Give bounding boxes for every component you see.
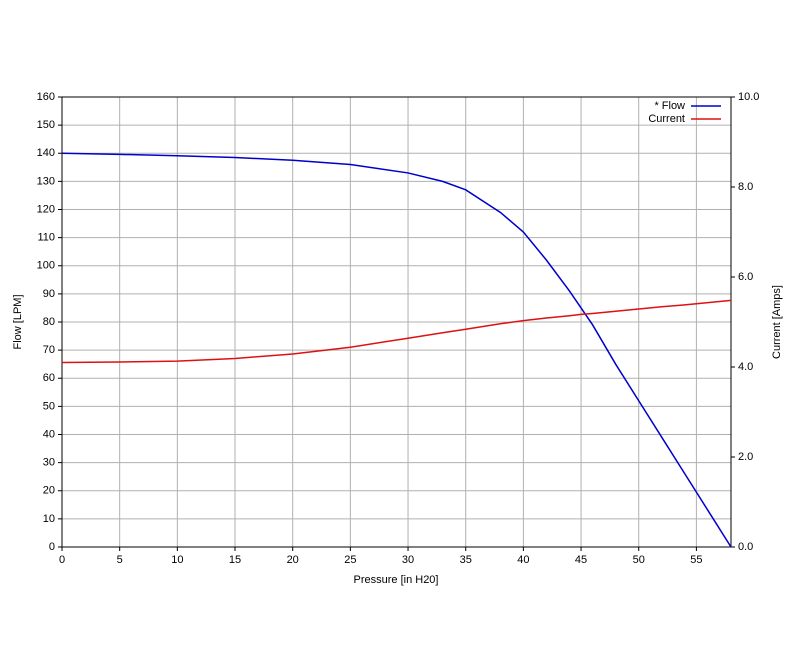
- y2-tick-label: 4.0: [738, 361, 753, 373]
- x-tick-label: 40: [517, 554, 529, 566]
- y-tick-label: 80: [43, 316, 55, 328]
- x-tick-label: 35: [460, 554, 472, 566]
- legend-label: * Flow: [654, 100, 685, 112]
- x-tick-label: 10: [171, 554, 183, 566]
- legend-label: Current: [648, 113, 685, 125]
- y2-axis-label: Current [Amps]: [771, 285, 783, 359]
- plot-border: [61, 96, 732, 548]
- y-tick-label: 60: [43, 372, 55, 384]
- y-tick-label: 150: [37, 119, 55, 131]
- x-tick-label: 50: [633, 554, 645, 566]
- x-tick-label: 30: [402, 554, 414, 566]
- y-axis-label: Flow [LPM]: [12, 294, 24, 349]
- y-tick-label: 50: [43, 400, 55, 412]
- y2-tick-label: 0.0: [738, 541, 753, 553]
- y-tick-label: 130: [37, 175, 55, 187]
- x-tick-label: 15: [229, 554, 241, 566]
- y-tick-label: 30: [43, 457, 55, 469]
- y-tick-label: 70: [43, 344, 55, 356]
- y-tick-label: 100: [37, 260, 55, 272]
- y-tick-label: 90: [43, 288, 55, 300]
- x-tick-label: 45: [575, 554, 587, 566]
- y-tick-label: 110: [37, 232, 55, 244]
- y2-tick-label: 6.0: [738, 271, 753, 283]
- y-tick-label: 10: [43, 513, 55, 525]
- y-tick-label: 140: [37, 147, 55, 159]
- x-tick-label: 55: [690, 554, 702, 566]
- series-line: [61, 152, 732, 548]
- y-tick-label: 20: [43, 485, 55, 497]
- y-tick-label: 0: [49, 541, 55, 553]
- y2-tick-label: 2.0: [738, 451, 753, 463]
- x-axis-label: Pressure [in H20]: [354, 574, 439, 586]
- series-line: [61, 299, 732, 364]
- y-tick-label: 120: [37, 203, 55, 215]
- y2-tick-label: 8.0: [738, 181, 753, 193]
- x-tick-label: 25: [344, 554, 356, 566]
- y-tick-label: 40: [43, 428, 55, 440]
- y2-tick-label: 10.0: [738, 91, 759, 103]
- x-tick-label: 20: [287, 554, 299, 566]
- y-tick-label: 160: [37, 91, 55, 103]
- x-tick-label: 0: [59, 554, 65, 566]
- x-tick-label: 5: [117, 554, 123, 566]
